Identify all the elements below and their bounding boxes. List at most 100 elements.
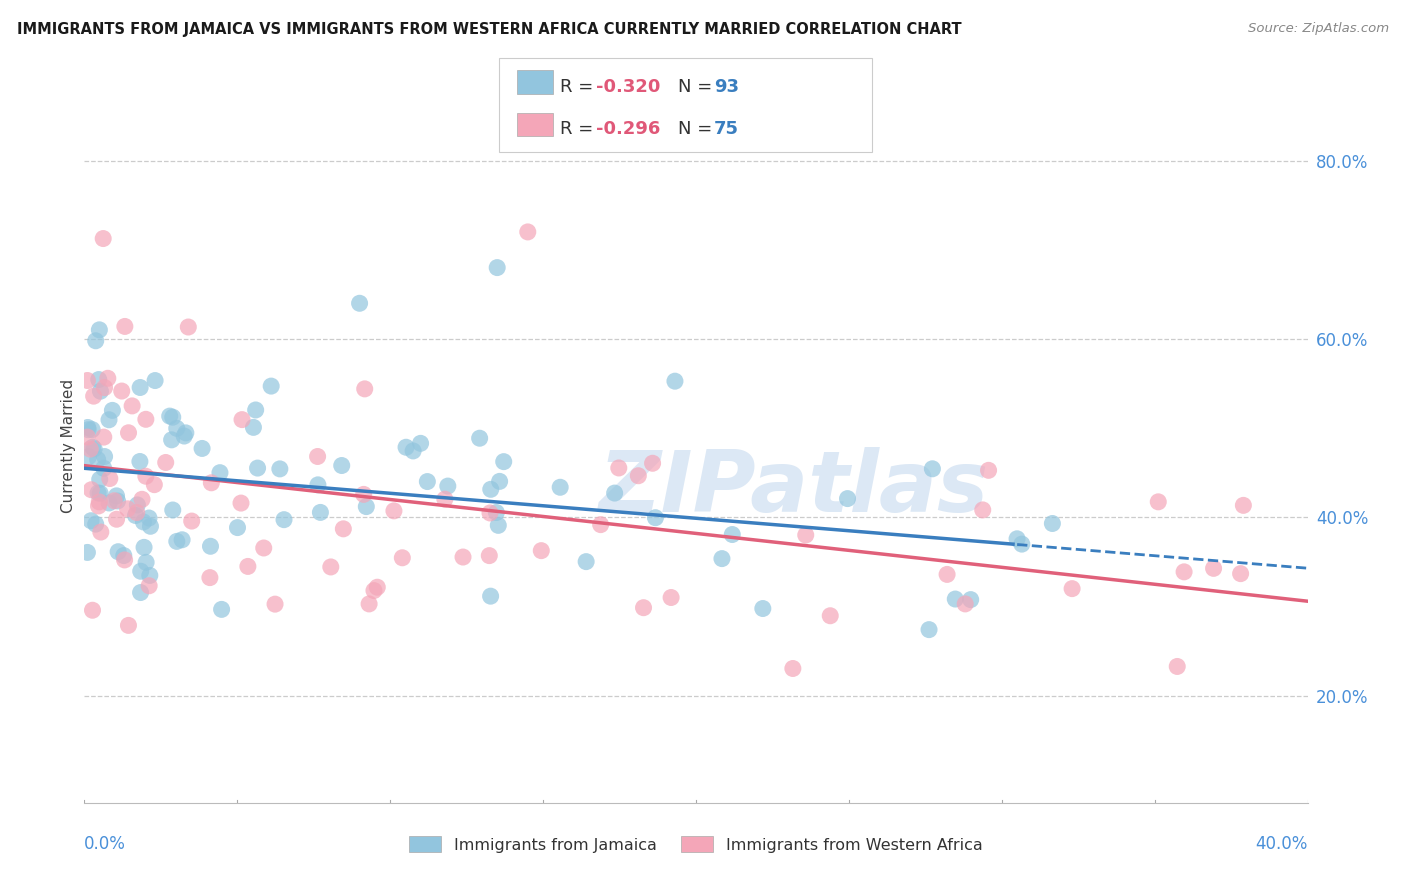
Point [1232, 499, 1254, 513]
Point [451, 549, 474, 564]
Point [107, 494, 129, 508]
Point [1040, 516, 1063, 531]
Point [589, 517, 612, 532]
Point [93, 381, 115, 395]
Text: 40.0%: 40.0% [1256, 835, 1308, 853]
Y-axis label: Currently Married: Currently Married [60, 379, 76, 513]
Point [943, 592, 966, 607]
Point [77, 450, 100, 464]
Point [125, 506, 148, 520]
Point [260, 379, 283, 393]
Legend: Immigrants from Jamaica, Immigrants from Western Africa: Immigrants from Jamaica, Immigrants from… [404, 830, 988, 859]
Point [114, 319, 136, 334]
Text: Source: ZipAtlas.com: Source: ZipAtlas.com [1249, 22, 1389, 36]
Point [87, 499, 110, 513]
Point [402, 444, 425, 458]
Point [87, 486, 110, 500]
Point [124, 508, 146, 523]
Point [77, 423, 100, 437]
Point [129, 380, 152, 394]
Point [231, 412, 253, 426]
Point [226, 520, 249, 534]
Point [79, 442, 101, 456]
Point [135, 469, 157, 483]
Point [82, 603, 104, 617]
Point [180, 514, 202, 528]
Point [603, 486, 626, 500]
Point [921, 462, 943, 476]
Point [105, 489, 128, 503]
Point [366, 580, 388, 594]
Point [307, 450, 329, 464]
Text: 93: 93 [714, 78, 740, 95]
Point [659, 591, 682, 605]
Point [89, 472, 111, 486]
Point [160, 433, 183, 447]
Point [269, 462, 291, 476]
Point [138, 511, 160, 525]
Point [121, 399, 143, 413]
Point [89, 384, 111, 399]
Point [382, 504, 405, 518]
Point [83, 389, 105, 403]
Point [198, 571, 221, 585]
Point [162, 410, 184, 425]
Point [330, 458, 353, 473]
Text: 75: 75 [714, 120, 740, 138]
Point [936, 567, 959, 582]
Point [353, 382, 375, 396]
Point [236, 559, 259, 574]
Point [353, 487, 375, 501]
Point [103, 493, 125, 508]
Point [98, 496, 121, 510]
Text: N =: N = [678, 78, 717, 95]
Point [468, 431, 491, 445]
Point [309, 505, 332, 519]
Point [977, 463, 1000, 477]
Point [191, 442, 214, 456]
Point [93, 450, 115, 464]
Point [139, 568, 162, 582]
Point [307, 478, 329, 492]
Point [97, 371, 120, 385]
Point [80, 514, 103, 528]
Point [1229, 566, 1251, 581]
Point [129, 585, 152, 599]
Point [166, 421, 188, 435]
Point [607, 461, 630, 475]
Point [129, 454, 152, 468]
Point [127, 498, 149, 512]
Point [80, 483, 103, 497]
Point [162, 503, 184, 517]
Point [155, 455, 177, 469]
Point [132, 541, 155, 555]
Point [1005, 532, 1028, 546]
Text: N =: N = [678, 120, 717, 138]
Point [818, 608, 841, 623]
Point [1173, 565, 1195, 579]
Point [837, 491, 859, 506]
Point [782, 661, 804, 675]
Point [111, 384, 134, 398]
Point [159, 409, 181, 423]
Point [516, 225, 538, 239]
Point [479, 589, 502, 603]
Point [89, 486, 111, 500]
Point [548, 480, 571, 494]
Point [107, 545, 129, 559]
Point [91, 231, 114, 245]
Point [89, 323, 111, 337]
Point [93, 430, 115, 444]
Text: ZIPatlas: ZIPatlas [599, 447, 988, 531]
Point [356, 500, 378, 514]
Text: 0.0%: 0.0% [84, 835, 127, 853]
Point [488, 475, 510, 489]
Point [752, 601, 775, 615]
Point [264, 597, 287, 611]
Point [479, 506, 502, 520]
Point [76, 430, 98, 444]
Point [114, 553, 136, 567]
Point [139, 519, 162, 533]
Point [135, 555, 157, 569]
Point [101, 403, 124, 417]
